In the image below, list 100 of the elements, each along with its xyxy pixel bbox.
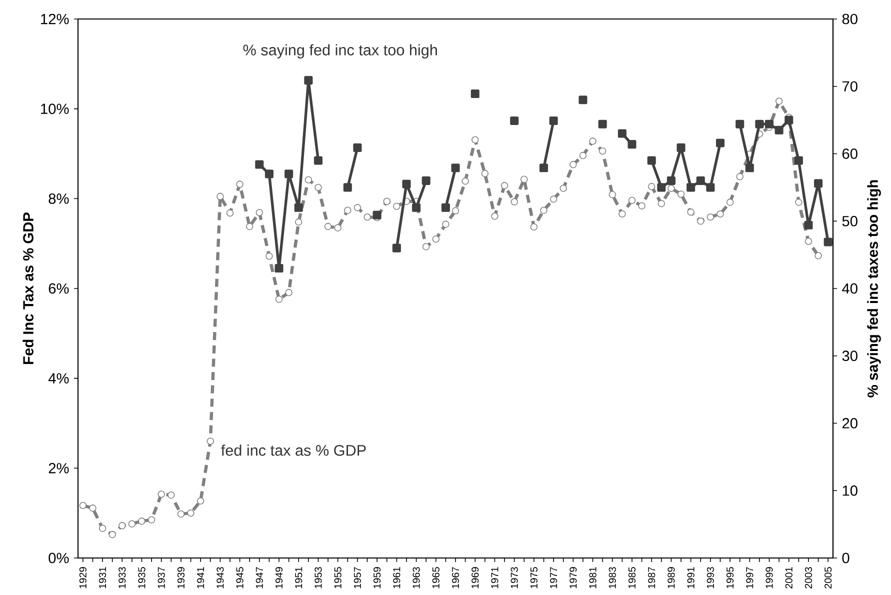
point <box>686 183 696 192</box>
x-tick-label: 1989 <box>668 567 675 588</box>
point <box>578 96 588 104</box>
x-tick-label: 1947 <box>256 567 263 588</box>
annotation: fed inc tax as % GDP <box>221 444 366 456</box>
y-tick-label: 12% <box>41 14 69 24</box>
y-axis-title: Fed Inc Tax as % GDP <box>22 212 34 364</box>
x-tick-label: 2003 <box>804 567 812 588</box>
y-tick-label: 10% <box>41 104 69 114</box>
y2-tick-label: 40 <box>842 283 858 294</box>
point <box>304 76 313 85</box>
x-tick-label: 1953 <box>314 567 322 588</box>
y-tick-label: 6% <box>48 283 69 294</box>
x-tick-label: 1995 <box>726 567 734 588</box>
x-tick-label: 1987 <box>648 567 656 588</box>
point <box>628 140 636 149</box>
x-tick-label: 1969 <box>472 567 479 588</box>
point <box>284 170 294 178</box>
point <box>774 126 784 134</box>
x-tick-label: 1937 <box>158 567 165 588</box>
x-tick-label: 1967 <box>452 567 460 588</box>
x-tick-label: 1931 <box>98 567 106 588</box>
y2-tick-label: 70 <box>842 81 858 92</box>
x-tick-label: 1941 <box>197 567 204 588</box>
point <box>539 164 548 172</box>
x-tick-label: 1961 <box>393 567 400 588</box>
x-tick-label: 1933 <box>118 567 126 588</box>
point <box>314 156 323 165</box>
y2-tick-label: 80 <box>842 14 858 24</box>
x-tick-label: 1979 <box>570 567 577 588</box>
point <box>441 203 450 212</box>
x-tick-label: 2001 <box>785 567 792 588</box>
x-tick-label: 1929 <box>79 567 86 588</box>
point <box>264 170 274 178</box>
point <box>618 129 626 138</box>
point <box>294 203 303 212</box>
x-tick-label: 1955 <box>334 567 342 588</box>
x-tick-label: 1983 <box>608 567 616 588</box>
y2-tick-label: 20 <box>842 418 858 428</box>
x-tick-label: 1935 <box>138 567 146 588</box>
point <box>765 120 774 128</box>
y-tick-label: 2% <box>48 463 69 474</box>
point <box>372 210 382 220</box>
point <box>657 183 666 192</box>
x-tick-label: 1971 <box>491 567 498 588</box>
x-tick-label: 1977 <box>550 567 558 588</box>
point <box>343 183 352 192</box>
x-tick-label: 1981 <box>589 567 596 588</box>
y2-axis-title: % saying fed inc taxes too high <box>867 180 881 398</box>
point <box>647 156 656 165</box>
y-tick-label: 8% <box>48 193 69 204</box>
point <box>784 116 794 124</box>
point <box>676 143 686 152</box>
point <box>696 176 705 185</box>
point <box>274 264 284 273</box>
x-tick-label: 1943 <box>216 567 224 588</box>
y2-tick-label: 10 <box>842 485 858 496</box>
y2-tick-label: 30 <box>842 350 858 362</box>
point <box>814 179 823 188</box>
x-tick-label: 1951 <box>295 567 302 588</box>
x-tick-label: 1991 <box>687 567 694 588</box>
x-tick-label: 1949 <box>275 567 283 588</box>
point <box>412 203 421 212</box>
x-tick-label: 1965 <box>432 567 440 588</box>
x-tick-label: 1993 <box>706 567 714 588</box>
point <box>666 176 676 185</box>
point <box>451 164 460 172</box>
point <box>402 180 411 188</box>
point <box>706 183 715 192</box>
point <box>255 160 264 169</box>
point <box>794 156 803 165</box>
point <box>598 120 607 128</box>
point <box>755 120 764 128</box>
x-tick-label: 1975 <box>530 567 538 588</box>
point <box>824 238 832 246</box>
point <box>392 244 401 252</box>
x-tick-label: 1963 <box>412 567 420 588</box>
x-tick-label: 1999 <box>766 567 773 588</box>
point <box>470 90 480 98</box>
y2-tick-label: 60 <box>842 148 858 159</box>
point <box>804 220 813 230</box>
point <box>745 164 754 172</box>
x-tick-label: 1997 <box>746 567 754 588</box>
x-tick-label: 2005 <box>824 567 832 588</box>
point <box>716 138 725 148</box>
point <box>549 116 558 125</box>
x-tick-label: 1939 <box>177 567 185 588</box>
y-tick-label: 0% <box>48 552 69 564</box>
x-tick-label: 1973 <box>510 567 518 588</box>
x-tick-label: 1985 <box>628 567 636 588</box>
point <box>510 116 519 125</box>
x-tick-label: 1957 <box>354 567 361 588</box>
y2-tick-label: 50 <box>842 216 858 226</box>
x-tick-label: 1945 <box>236 567 244 588</box>
annotation: % saying fed inc tax too high <box>243 44 437 58</box>
y-tick-label: 4% <box>48 373 69 384</box>
point <box>736 120 744 128</box>
x-tick-label: 1959 <box>374 567 381 588</box>
y2-tick-label: 0 <box>842 552 850 564</box>
point <box>353 143 362 152</box>
